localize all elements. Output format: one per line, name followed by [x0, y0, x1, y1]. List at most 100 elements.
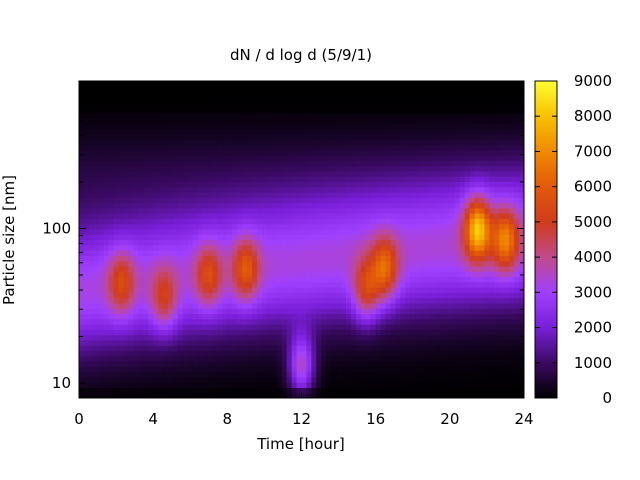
heatmap-cell	[118, 308, 125, 315]
heatmap-cell	[271, 324, 278, 330]
heatmap-cell	[400, 160, 406, 167]
heatmap-cell	[242, 160, 248, 167]
heatmap-cell	[291, 244, 298, 251]
heatmap-cell	[108, 292, 115, 299]
heatmap-cell	[291, 191, 298, 198]
heatmap-cell	[365, 255, 372, 262]
heatmap-cell	[103, 239, 110, 246]
heatmap-cell	[405, 107, 411, 114]
heatmap-cell	[430, 281, 436, 288]
heatmap-cell	[133, 260, 139, 267]
heatmap-cell	[217, 149, 223, 156]
heatmap-cell	[217, 376, 223, 383]
heatmap-cell	[395, 334, 401, 341]
heatmap-cell	[439, 86, 446, 93]
heatmap-cell	[405, 207, 411, 214]
heatmap-cell	[207, 255, 214, 262]
heatmap-cell	[430, 297, 436, 304]
heatmap-cell	[128, 234, 134, 241]
heatmap-cell	[168, 355, 174, 362]
heatmap-cell	[271, 382, 278, 389]
heatmap-cell	[153, 81, 159, 87]
heatmap-cell	[276, 244, 283, 251]
heatmap-cell	[464, 260, 471, 267]
heatmap-cell	[311, 302, 317, 309]
heatmap-cell	[163, 181, 169, 188]
heatmap-cell	[252, 318, 258, 325]
heatmap-cell	[415, 302, 421, 309]
heatmap-cell	[479, 350, 486, 357]
heatmap-cell	[405, 117, 411, 124]
heatmap-cell	[306, 160, 312, 167]
heatmap-cell	[484, 154, 490, 161]
heatmap-cell	[316, 329, 322, 336]
heatmap-cell	[192, 234, 199, 241]
heatmap-cell	[276, 260, 283, 267]
heatmap-cell	[341, 81, 347, 87]
heatmap-cell	[405, 181, 411, 188]
heatmap-cell	[385, 133, 392, 140]
heatmap-cell	[444, 81, 451, 87]
heatmap-cell	[380, 345, 387, 352]
heatmap-cell	[153, 165, 159, 172]
heatmap-cell	[331, 329, 337, 336]
heatmap-cell	[326, 133, 332, 140]
heatmap-cell	[449, 339, 456, 346]
heatmap-cell	[247, 107, 253, 114]
heatmap-cell	[365, 202, 372, 209]
heatmap-cell	[182, 149, 189, 156]
heatmap-cell	[439, 170, 446, 177]
heatmap-cell	[153, 91, 159, 98]
heatmap-cell	[271, 165, 278, 172]
heatmap-cell	[415, 160, 421, 167]
heatmap-cell	[400, 334, 406, 341]
heatmap-cell	[350, 107, 357, 114]
heatmap-cell	[365, 123, 372, 130]
heatmap-cell	[479, 170, 486, 177]
heatmap-cell	[153, 366, 159, 373]
heatmap-cell	[355, 181, 362, 188]
heatmap-cell	[123, 334, 130, 341]
heatmap-cell	[123, 345, 130, 352]
heatmap-cell	[242, 371, 248, 378]
heatmap-cell	[336, 107, 342, 114]
heatmap-cell	[464, 271, 471, 278]
heatmap-cell	[281, 345, 288, 352]
heatmap-cell	[83, 123, 90, 130]
heatmap-cell	[346, 234, 352, 241]
heatmap-cell	[153, 186, 159, 193]
heatmap-cell	[390, 239, 397, 246]
heatmap-cell	[271, 392, 278, 398]
heatmap-cell	[163, 308, 169, 315]
heatmap-cell	[449, 91, 456, 98]
heatmap-cell	[222, 244, 228, 251]
heatmap-cell	[192, 387, 199, 394]
heatmap-cell	[444, 371, 451, 378]
heatmap-cell	[93, 260, 100, 267]
heatmap-cell	[425, 287, 431, 293]
heatmap-cell	[464, 102, 471, 109]
heatmap-cell	[197, 392, 204, 398]
heatmap-cell	[459, 345, 466, 352]
heatmap-cell	[341, 297, 347, 304]
heatmap-cell	[252, 334, 258, 341]
heatmap-cell	[415, 387, 421, 394]
heatmap-cell	[108, 181, 115, 188]
heatmap-cell	[286, 260, 293, 267]
heatmap-cell	[177, 197, 184, 204]
heatmap-cell	[103, 144, 110, 151]
heatmap-cell	[163, 255, 169, 262]
heatmap-cell	[360, 371, 367, 378]
heatmap-cell	[247, 170, 253, 177]
heatmap-cell	[182, 123, 189, 130]
heatmap-cell	[227, 350, 233, 357]
heatmap-cell	[405, 186, 411, 193]
heatmap-cell	[331, 281, 337, 288]
heatmap-cell	[237, 392, 243, 398]
heatmap-cell	[336, 355, 342, 362]
heatmap-cell	[98, 371, 105, 378]
heatmap-cell	[148, 244, 154, 251]
heatmap-cell	[168, 255, 174, 262]
heatmap-cell	[464, 250, 471, 256]
heatmap-cell	[360, 186, 367, 193]
